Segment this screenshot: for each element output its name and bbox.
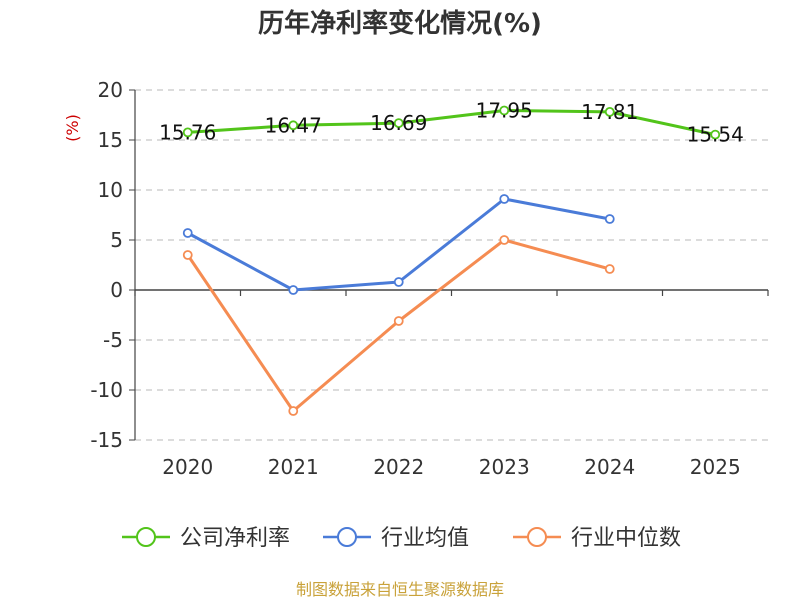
y-tick-label: -5 bbox=[103, 328, 123, 352]
data-label: 17.95 bbox=[476, 99, 533, 123]
series-line-0 bbox=[187, 109, 716, 137]
legend-swatch-marker bbox=[337, 527, 357, 547]
data-point bbox=[604, 214, 615, 224]
series-layer bbox=[182, 105, 721, 416]
axes: 20 15 10 5 0 -5 -10 -15 2020 2021 2022 2023 2024 2025 bbox=[90, 78, 769, 479]
data-label: 15.54 bbox=[687, 123, 744, 147]
y-tick-label: 20 bbox=[98, 78, 123, 102]
data-point bbox=[499, 235, 510, 245]
x-tick-label: 2025 bbox=[690, 455, 741, 479]
series-line-1 bbox=[187, 197, 611, 292]
chart-title: 历年净利率变化情况(%) bbox=[258, 8, 542, 39]
data-point bbox=[182, 127, 193, 138]
y-tick-label: 5 bbox=[110, 228, 123, 252]
x-tick-label: 2022 bbox=[373, 455, 424, 479]
x-tick-label: 2020 bbox=[162, 455, 213, 479]
grid-lines bbox=[135, 89, 768, 441]
data-point bbox=[288, 406, 299, 416]
data-label: 17.81 bbox=[581, 100, 638, 124]
y-axis-label: (%) bbox=[63, 114, 82, 142]
legend-label: 公司净利率 bbox=[180, 526, 290, 551]
x-tick-label: 2021 bbox=[268, 455, 319, 479]
x-tick-label: 2023 bbox=[479, 455, 530, 479]
data-point bbox=[182, 250, 193, 260]
legend-swatch-marker bbox=[136, 527, 156, 547]
y-tick-label: 15 bbox=[98, 128, 123, 152]
y-tick-label: 0 bbox=[110, 278, 123, 302]
legend-swatch-marker bbox=[527, 527, 547, 547]
legend-label: 行业中位数 bbox=[571, 526, 681, 551]
data-point bbox=[393, 118, 404, 128]
y-tick-label: -15 bbox=[90, 428, 123, 452]
source-note: 制图数据来自恒生聚源数据库 bbox=[296, 580, 504, 599]
data-label: 16.47 bbox=[265, 113, 322, 137]
data-point bbox=[604, 107, 615, 117]
data-point bbox=[499, 194, 510, 204]
data-point bbox=[604, 264, 615, 274]
legend: 公司净利率 行业均值 行业中位数 bbox=[122, 526, 681, 551]
data-point bbox=[288, 285, 299, 295]
y-tick-label: 10 bbox=[98, 178, 123, 202]
data-point bbox=[393, 277, 404, 287]
data-labels: 15.76 16.47 16.69 17.95 17.81 15.54 bbox=[159, 99, 744, 147]
data-point bbox=[710, 129, 721, 140]
data-point bbox=[499, 105, 510, 116]
data-label: 15.76 bbox=[159, 120, 216, 144]
legend-label: 行业均值 bbox=[381, 526, 469, 551]
data-point bbox=[182, 228, 193, 238]
y-tick-label: -10 bbox=[90, 378, 123, 402]
data-point bbox=[393, 316, 404, 326]
data-point bbox=[288, 120, 299, 131]
x-tick-label: 2024 bbox=[584, 455, 635, 479]
data-label: 16.69 bbox=[370, 111, 427, 135]
